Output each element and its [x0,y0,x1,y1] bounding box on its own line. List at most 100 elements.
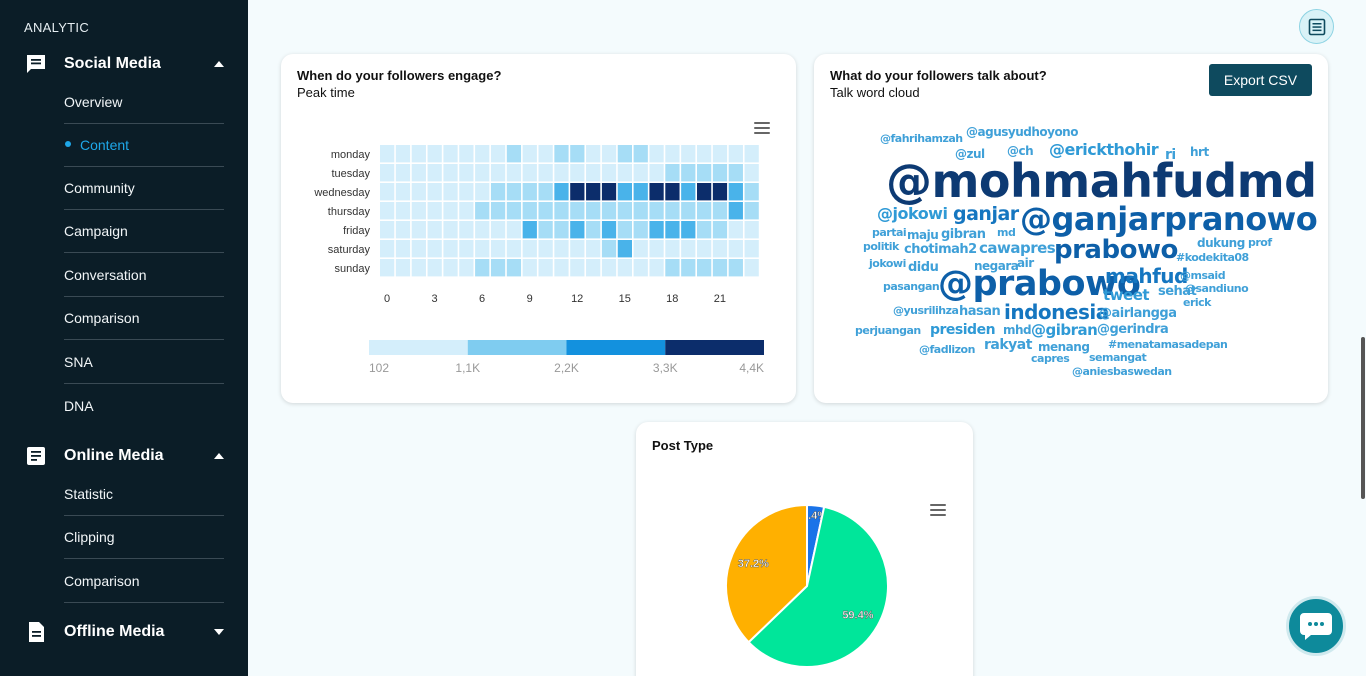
sidebar-item-statistic[interactable]: Statistic [64,473,224,516]
heatmap-cell[interactable] [554,164,569,182]
heatmap-cell[interactable] [712,240,728,258]
heatmap-cell[interactable] [601,259,617,277]
heatmap-cell[interactable] [538,164,553,182]
heatmap-cell[interactable] [649,202,664,220]
heatmap-cell[interactable] [395,164,411,182]
heatmap-cell[interactable] [443,145,458,163]
heatmap-cell[interactable] [633,221,648,239]
sidebar-item-community[interactable]: Community [64,167,224,210]
sidebar-item-content[interactable]: Content [64,124,224,167]
heatmap-cell[interactable] [380,145,395,163]
heatmap-cell[interactable] [681,183,696,201]
sidebar-item-clipping[interactable]: Clipping [64,516,224,559]
heatmap-cell[interactable] [522,164,537,182]
heatmap-cell[interactable] [538,145,553,163]
heatmap-cell[interactable] [665,145,680,163]
heatmap-cell[interactable] [411,259,426,277]
heatmap-cell[interactable] [697,202,712,220]
heatmap-cell[interactable] [681,240,696,258]
heatmap-cell[interactable] [538,202,553,220]
heatmap-cell[interactable] [538,221,553,239]
heatmap-cell[interactable] [427,221,442,239]
heatmap-cell[interactable] [459,240,474,258]
heatmap-cell[interactable] [744,202,759,220]
heatmap-cell[interactable] [427,183,442,201]
heatmap-cell[interactable] [649,259,664,277]
sidebar-item-overview[interactable]: Overview [64,81,224,124]
heatmap-cell[interactable] [633,145,648,163]
heatmap-cell[interactable] [697,145,712,163]
heatmap-cell[interactable] [712,221,728,239]
heatmap-cell[interactable] [490,259,506,277]
heatmap-cell[interactable] [411,202,426,220]
heatmap-cell[interactable] [744,259,759,277]
heatmap-cell[interactable] [459,164,474,182]
report-list-button[interactable] [1299,9,1334,44]
heatmap-cell[interactable] [506,259,522,277]
chart-menu-icon[interactable] [754,122,770,134]
heatmap-cell[interactable] [554,259,569,277]
sidebar-item-campaign[interactable]: Campaign [64,210,224,253]
heatmap-cell[interactable] [744,240,759,258]
heatmap-cell[interactable] [712,259,728,277]
heatmap-cell[interactable] [522,221,537,239]
sidebar-item-online-comparison[interactable]: Comparison [64,560,224,603]
heatmap-cell[interactable] [490,240,506,258]
scrollbar[interactable] [1361,337,1365,499]
heatmap-cell[interactable] [411,183,426,201]
heatmap-cell[interactable] [712,183,728,201]
heatmap-cell[interactable] [617,259,632,277]
heatmap-cell[interactable] [617,240,632,258]
heatmap-cell[interactable] [744,164,759,182]
heatmap-cell[interactable] [633,164,648,182]
heatmap-cell[interactable] [586,240,601,258]
heatmap-cell[interactable] [522,240,537,258]
heatmap-cell[interactable] [633,202,648,220]
heatmap-cell[interactable] [570,240,585,258]
heatmap-cell[interactable] [554,202,569,220]
heatmap-cell[interactable] [697,221,712,239]
heatmap-cell[interactable] [538,240,553,258]
heatmap-cell[interactable] [570,183,585,201]
heatmap-cell[interactable] [712,145,728,163]
section-offline-media[interactable]: Offline Media [24,617,224,647]
heatmap-cell[interactable] [475,240,490,258]
heatmap-cell[interactable] [475,145,490,163]
heatmap-cell[interactable] [475,164,490,182]
heatmap-cell[interactable] [633,183,648,201]
heatmap-cell[interactable] [554,221,569,239]
heatmap-cell[interactable] [601,145,617,163]
heatmap-cell[interactable] [427,145,442,163]
heatmap-cell[interactable] [570,202,585,220]
heatmap-cell[interactable] [380,202,395,220]
heatmap-cell[interactable] [427,240,442,258]
heatmap-cell[interactable] [554,183,569,201]
heatmap-cell[interactable] [522,145,537,163]
heatmap-cell[interactable] [601,221,617,239]
heatmap-cell[interactable] [395,259,411,277]
heatmap-cell[interactable] [712,202,728,220]
heatmap-cell[interactable] [728,183,743,201]
heatmap-cell[interactable] [570,145,585,163]
heatmap-cell[interactable] [601,183,617,201]
pie-slice[interactable] [725,503,808,644]
heatmap-cell[interactable] [554,240,569,258]
heatmap-cell[interactable] [411,164,426,182]
heatmap-cell[interactable] [665,259,680,277]
heatmap-cell[interactable] [380,221,395,239]
heatmap-cell[interactable] [411,145,426,163]
heatmap-cell[interactable] [617,164,632,182]
heatmap-cell[interactable] [395,221,411,239]
heatmap-cell[interactable] [459,221,474,239]
heatmap-cell[interactable] [506,145,522,163]
heatmap-cell[interactable] [538,183,553,201]
heatmap-cell[interactable] [728,259,743,277]
heatmap-cell[interactable] [633,240,648,258]
heatmap-cell[interactable] [665,202,680,220]
heatmap-cell[interactable] [617,183,632,201]
heatmap-cell[interactable] [681,221,696,239]
heatmap-cell[interactable] [443,240,458,258]
heatmap-cell[interactable] [617,145,632,163]
heatmap-cell[interactable] [681,145,696,163]
heatmap-cell[interactable] [411,240,426,258]
